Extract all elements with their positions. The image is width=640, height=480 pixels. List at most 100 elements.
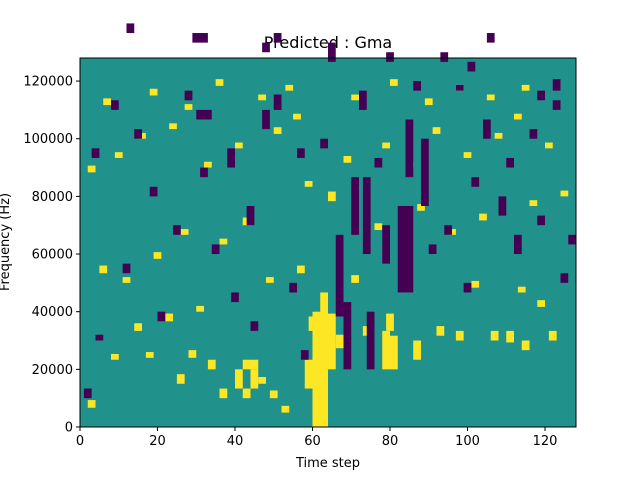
heatmap-cell-high-75 — [215, 79, 224, 86]
heatmap-cell-low-24 — [95, 334, 104, 341]
heatmap-cell-high-60 — [204, 161, 212, 168]
heatmap-cell-low-42 — [111, 100, 119, 110]
heatmap-cell-high-8 — [320, 369, 328, 389]
heatmap-cell-high-78 — [351, 94, 359, 101]
heatmap-cell-low-28 — [200, 167, 208, 178]
heatmap-cell-high-77 — [285, 84, 294, 91]
heatmap-cell-high-34 — [196, 305, 204, 312]
y-axis-ticks: 0 20000 40000 60000 80000 100000 120000 — [23, 75, 80, 436]
heatmap-cell-low-10 — [463, 282, 472, 293]
heatmap-cell-high-28 — [219, 388, 228, 399]
heatmap-cell-low-43 — [149, 186, 158, 197]
heatmap-cell-low-21 — [184, 90, 193, 101]
heatmap-cell-high-31 — [281, 405, 290, 413]
heatmap-cell-low-5 — [405, 119, 414, 178]
heatmap-cell-low-15 — [560, 273, 569, 283]
heatmap-cell-low-29 — [211, 244, 220, 255]
heatmap-cell-high-15 — [382, 330, 390, 370]
heatmap-cell-high-37 — [351, 275, 359, 283]
heatmap-cell-low-33 — [300, 350, 309, 360]
heatmap-cell-low-6 — [421, 138, 429, 206]
heatmap-cell-high-57 — [114, 152, 123, 158]
heatmap-cell-low-0 — [335, 234, 344, 317]
heatmap-cell-low-17 — [227, 148, 235, 168]
heatmap-cell-low-3 — [362, 177, 371, 255]
heatmap-cell-low-13 — [514, 234, 522, 255]
x-axis-ticks: 0 20 40 60 80 100 120 — [76, 427, 557, 449]
heatmap-cell-high-22 — [87, 400, 96, 408]
heatmap-cell-high-51 — [417, 204, 425, 211]
heatmap-cell-high-7 — [242, 359, 259, 370]
heatmap-cell-high-80 — [424, 98, 433, 106]
x-tick-label-1: 20 — [149, 434, 166, 449]
heatmap-cell-high-61 — [235, 142, 243, 149]
heatmap-cell-high-49 — [328, 191, 336, 202]
heatmap-cell-high-6 — [242, 388, 251, 399]
heatmap-cell-low-19 — [262, 109, 270, 130]
heatmap-cell-low-35 — [374, 157, 383, 168]
heatmap-cells — [83, 23, 576, 427]
heatmap-cell-high-42 — [99, 265, 108, 274]
heatmap-cell-high-32 — [134, 323, 142, 331]
heatmap-cell-low-4 — [397, 205, 414, 293]
heatmap-cell-high-69 — [494, 132, 503, 139]
x-tick-label-5: 100 — [455, 434, 480, 449]
heatmap-cell-low-49 — [262, 42, 270, 53]
y-tick-label-3: 60000 — [32, 248, 73, 263]
heatmap-cell-high-71 — [545, 142, 553, 149]
heatmap-cell-high-30 — [269, 390, 278, 399]
heatmap-cell-high-82 — [486, 94, 495, 101]
heatmap-cell-high-58 — [138, 132, 146, 139]
heatmap-cell-low-54 — [486, 33, 495, 43]
heatmap-cell-high-2 — [328, 313, 336, 370]
x-tick-label-0: 0 — [76, 434, 84, 449]
heatmap-cell-high-67 — [432, 127, 441, 134]
heatmap-cell-low-45 — [455, 84, 464, 91]
x-tick-label-4: 80 — [382, 434, 399, 449]
heatmap-cell-high-36 — [297, 265, 305, 274]
heatmap-cell-high-74 — [184, 104, 193, 110]
y-tick-label-1: 20000 — [32, 363, 73, 378]
heatmap-cell-low-25 — [91, 148, 100, 158]
heatmap-cell-high-62 — [273, 127, 282, 134]
heatmap-cell-high-59 — [169, 123, 177, 130]
heatmap-cell-high-14 — [413, 340, 421, 360]
heatmap-cell-high-35 — [266, 277, 274, 283]
heatmap-cell-low-46 — [537, 215, 545, 226]
heatmap-cell-high-76 — [258, 94, 266, 101]
heatmap-cell-high-33 — [165, 313, 173, 322]
heatmap-cell-high-21 — [548, 330, 557, 341]
x-tick-label-3: 60 — [304, 434, 321, 449]
heatmap-cell-high-12 — [436, 326, 445, 336]
heatmap-cell-low-8 — [366, 311, 375, 370]
heatmap-cell-low-44 — [297, 148, 305, 158]
heatmap-cell-low-30 — [231, 292, 239, 303]
chart-title: Predicted : Gma — [264, 33, 392, 52]
heatmap-cell-high-63 — [293, 113, 301, 120]
heatmap-cell-high-10 — [308, 316, 317, 331]
heatmap-cell-high-44 — [153, 252, 162, 259]
heatmap-cell-high-65 — [382, 142, 390, 149]
x-axis-label: Time step — [295, 456, 360, 471]
y-tick-label-5: 100000 — [23, 132, 73, 147]
heatmap-cell-low-31 — [250, 321, 259, 331]
heatmap-cell-low-34 — [320, 138, 328, 149]
heatmap-cell-low-14 — [537, 90, 545, 101]
heatmap-cell-low-50 — [328, 42, 336, 62]
heatmap-cell-low-48 — [192, 33, 208, 43]
heatmap-cell-high-68 — [463, 152, 472, 158]
heatmap-cell-high-50 — [374, 223, 383, 231]
heatmap-cell-low-57 — [273, 33, 282, 43]
y-tick-label-6: 120000 — [23, 75, 73, 90]
y-tick-label-4: 80000 — [32, 190, 73, 205]
heatmap-cell-low-1 — [343, 302, 352, 370]
heatmap-cell-high-18 — [490, 330, 499, 341]
x-tick-label-2: 40 — [227, 434, 244, 449]
heatmap-cell-low-27 — [173, 225, 181, 235]
heatmap-cell-low-37 — [471, 177, 480, 187]
heatmap-cell-high-83 — [521, 84, 530, 91]
heatmap-cell-low-40 — [552, 100, 561, 110]
heatmap-cell-high-48 — [304, 181, 313, 187]
heatmap-cell-low-2 — [351, 177, 359, 235]
heatmap-cell-high-64 — [343, 156, 352, 163]
